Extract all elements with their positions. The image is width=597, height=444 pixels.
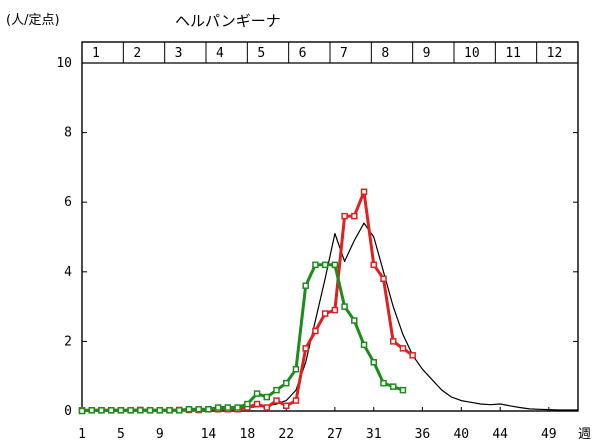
x-tick-label: 9 bbox=[156, 427, 164, 442]
x-tick-label: 49 bbox=[541, 427, 557, 442]
series-point bbox=[342, 304, 347, 309]
series-line bbox=[82, 223, 578, 410]
series-3 bbox=[80, 262, 406, 413]
x-tick-label: 22 bbox=[278, 427, 294, 442]
series-line bbox=[82, 265, 403, 411]
x-tick-label: 1 bbox=[78, 427, 86, 442]
chart-title: ヘルパンギーナ bbox=[175, 12, 281, 30]
month-label: 7 bbox=[340, 46, 348, 61]
series-point bbox=[371, 360, 376, 365]
series-point bbox=[293, 398, 298, 403]
series-1 bbox=[82, 223, 578, 410]
series-point bbox=[352, 318, 357, 323]
x-tick-label: 31 bbox=[366, 427, 382, 442]
series-layer bbox=[80, 189, 579, 413]
month-band: 1 2 3 4 5 6 7 8 9 10 11 12 bbox=[92, 42, 562, 63]
x-tick-label: 44 bbox=[492, 427, 508, 442]
y-tick-label: 6 bbox=[64, 195, 72, 210]
y-tick-label: 10 bbox=[56, 56, 72, 71]
series-point bbox=[332, 262, 337, 267]
series-point bbox=[89, 408, 94, 413]
y-axis-ticks: 0 2 4 6 8 10 bbox=[56, 56, 578, 419]
series-point bbox=[138, 408, 143, 413]
series-point bbox=[371, 262, 376, 267]
y-tick-label: 4 bbox=[64, 265, 72, 280]
series-point bbox=[80, 409, 85, 414]
series-point bbox=[391, 384, 396, 389]
series-point bbox=[206, 407, 211, 412]
series-point bbox=[342, 214, 347, 219]
series-point bbox=[128, 408, 133, 413]
month-label: 6 bbox=[299, 46, 307, 61]
series-point bbox=[255, 391, 260, 396]
month-label: 10 bbox=[464, 46, 480, 61]
series-point bbox=[216, 405, 221, 410]
month-label: 5 bbox=[257, 46, 265, 61]
y-tick-label: 0 bbox=[64, 404, 72, 419]
month-label: 11 bbox=[505, 46, 521, 61]
series-point bbox=[381, 381, 386, 386]
series-point bbox=[264, 395, 269, 400]
series-point bbox=[362, 342, 367, 347]
month-label: 1 bbox=[92, 46, 100, 61]
series-point bbox=[177, 408, 182, 413]
series-point bbox=[148, 408, 153, 413]
series-point bbox=[391, 339, 396, 344]
series-point bbox=[313, 262, 318, 267]
y-axis-label: (人/定点) bbox=[6, 13, 60, 28]
series-point bbox=[196, 407, 201, 412]
series-point bbox=[274, 398, 279, 403]
x-tick-label: 18 bbox=[240, 427, 256, 442]
series-point bbox=[381, 276, 386, 281]
series-point bbox=[323, 262, 328, 267]
series-point bbox=[303, 346, 308, 351]
series-point bbox=[118, 408, 123, 413]
series-point bbox=[284, 381, 289, 386]
y-tick-label: 8 bbox=[64, 126, 72, 141]
month-label: 8 bbox=[381, 46, 389, 61]
series-point bbox=[235, 405, 240, 410]
month-label: 2 bbox=[133, 46, 141, 61]
series-point bbox=[410, 353, 415, 358]
series-point bbox=[109, 408, 114, 413]
series-point bbox=[293, 367, 298, 372]
x-axis-label: 週 bbox=[578, 427, 591, 442]
series-point bbox=[167, 408, 172, 413]
month-label: 9 bbox=[423, 46, 431, 61]
series-point bbox=[400, 346, 405, 351]
x-tick-label: 27 bbox=[327, 427, 343, 442]
series-point bbox=[225, 405, 230, 410]
x-tick-label: 40 bbox=[453, 427, 469, 442]
month-label: 4 bbox=[216, 46, 224, 61]
series-point bbox=[332, 308, 337, 313]
series-point bbox=[264, 405, 269, 410]
series-point bbox=[323, 311, 328, 316]
series-point bbox=[99, 408, 104, 413]
series-point bbox=[274, 388, 279, 393]
y-tick-label: 2 bbox=[64, 334, 72, 349]
series-point bbox=[313, 328, 318, 333]
x-tick-label: 36 bbox=[415, 427, 431, 442]
x-tick-label: 5 bbox=[117, 427, 125, 442]
x-tick-label: 14 bbox=[201, 427, 217, 442]
series-point bbox=[245, 402, 250, 407]
series-point bbox=[303, 283, 308, 288]
series-point bbox=[255, 402, 260, 407]
month-label: 3 bbox=[175, 46, 183, 61]
series-point bbox=[186, 407, 191, 412]
series-point bbox=[400, 388, 405, 393]
plot-border bbox=[82, 42, 578, 411]
month-label: 12 bbox=[547, 46, 563, 61]
series-2 bbox=[80, 189, 416, 413]
series-point bbox=[284, 403, 289, 408]
series-point bbox=[157, 408, 162, 413]
plot-frame bbox=[82, 42, 578, 411]
series-point bbox=[352, 214, 357, 219]
series-point bbox=[362, 189, 367, 194]
